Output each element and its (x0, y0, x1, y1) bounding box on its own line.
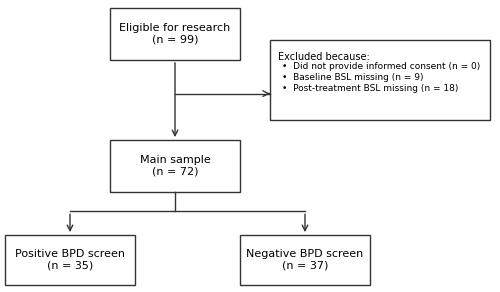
Bar (240, 235, 370, 285)
Text: (n = 72): (n = 72) (152, 167, 198, 177)
Bar (110, 140, 240, 192)
Text: •  Baseline BSL missing (n = 9): • Baseline BSL missing (n = 9) (282, 73, 424, 82)
Text: •  Post-treatment BSL missing (n = 18): • Post-treatment BSL missing (n = 18) (282, 84, 459, 93)
Text: •  Did not provide informed consent (n = 0): • Did not provide informed consent (n = … (282, 62, 480, 71)
Text: (n = 99): (n = 99) (152, 35, 198, 45)
Text: Negative BPD screen: Negative BPD screen (246, 249, 364, 259)
Text: (n = 35): (n = 35) (47, 261, 93, 271)
Bar (5, 235, 135, 285)
Bar (270, 40, 490, 120)
Text: Excluded because:: Excluded because: (278, 51, 370, 62)
Text: (n = 37): (n = 37) (282, 261, 328, 271)
Text: Positive BPD screen: Positive BPD screen (15, 249, 125, 259)
Text: Eligible for research: Eligible for research (120, 23, 230, 33)
Bar (110, 8, 240, 60)
Text: Main sample: Main sample (140, 155, 210, 165)
